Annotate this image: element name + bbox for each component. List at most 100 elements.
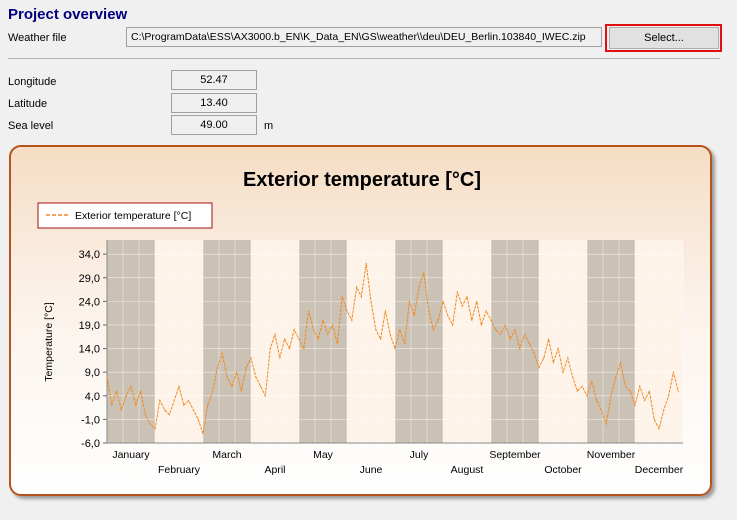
latitude-field[interactable]: 13.40 — [171, 93, 257, 113]
series-point — [144, 414, 146, 416]
series-point — [327, 333, 329, 335]
series-point — [389, 333, 391, 335]
series-point — [456, 291, 458, 293]
series-point — [442, 300, 444, 302]
series-point — [120, 409, 122, 411]
sea-level-field[interactable]: 49.00 — [171, 115, 257, 135]
series-point — [164, 409, 166, 411]
series-point — [245, 366, 247, 369]
series-point — [250, 357, 252, 359]
series-point — [509, 338, 511, 340]
series-point — [384, 310, 386, 312]
series-point — [336, 343, 338, 345]
series-point — [504, 324, 506, 326]
longitude-field[interactable]: 52.47 — [171, 70, 257, 90]
series-point — [207, 404, 209, 406]
series-point — [528, 343, 531, 345]
series-point — [538, 366, 540, 369]
series-point — [480, 324, 482, 326]
series-point — [519, 348, 521, 350]
series-point — [567, 357, 569, 359]
y-tick-label: -6,0 — [81, 438, 100, 450]
select-button[interactable]: Select... — [609, 27, 719, 49]
series-point — [581, 385, 583, 387]
sea-level-label: Sea level — [8, 120, 54, 132]
x-tick-label: July — [410, 449, 429, 461]
legend-label: Exterior temperature [°C] — [75, 210, 191, 222]
y-tick-label: 9,0 — [85, 367, 100, 379]
series-point — [346, 310, 348, 312]
series-point — [236, 371, 238, 373]
series-point — [212, 390, 214, 392]
series-point — [672, 371, 675, 373]
series-point — [610, 395, 612, 397]
series-point — [413, 314, 415, 317]
x-tick-label: November — [587, 449, 636, 461]
series-point — [562, 371, 564, 373]
series-point — [312, 329, 314, 331]
series-point — [485, 310, 487, 312]
x-tick-label: February — [158, 464, 201, 476]
chart-title: Exterior temperature [°C] — [243, 169, 481, 191]
x-tick-label: May — [313, 449, 334, 461]
longitude-label: Longitude — [8, 76, 57, 88]
series-point — [490, 319, 492, 321]
y-tick-label: 34,0 — [79, 249, 100, 261]
series-point — [183, 404, 185, 406]
x-tick-label: September — [489, 449, 541, 461]
series-point — [269, 348, 271, 350]
series-point — [264, 395, 266, 397]
month-band — [587, 240, 635, 443]
series-point — [202, 433, 204, 435]
month-band — [107, 240, 155, 443]
series-point — [677, 390, 679, 392]
series-point — [624, 385, 627, 387]
series-point — [423, 272, 425, 274]
series-point — [111, 404, 113, 406]
series-point — [188, 399, 190, 402]
series-point — [288, 348, 290, 350]
series-point — [192, 409, 194, 411]
series-point — [437, 319, 439, 321]
series-point — [116, 390, 118, 392]
series-point — [548, 338, 550, 340]
separator — [8, 58, 720, 59]
series-point — [514, 329, 516, 331]
x-tick-label: December — [635, 464, 684, 476]
x-tick-label: June — [360, 464, 383, 476]
series-point — [629, 390, 631, 392]
month-band — [203, 240, 251, 443]
series-point — [106, 376, 108, 378]
series-point — [476, 300, 478, 302]
series-point — [308, 310, 310, 312]
month-band — [299, 240, 347, 443]
series-point — [159, 399, 161, 402]
series-point — [274, 333, 276, 335]
series-point — [644, 399, 646, 402]
weather-file-path-field[interactable]: C:\ProgramData\ESS\AX3000.b_EN\K_Data_EN… — [126, 27, 602, 47]
series-point — [178, 385, 180, 387]
month-band — [395, 240, 443, 443]
series-point — [620, 362, 622, 364]
series-point — [596, 399, 598, 402]
series-point — [461, 305, 463, 307]
series-point — [317, 338, 319, 340]
series-point — [668, 395, 670, 397]
series-point — [447, 314, 449, 317]
series-point — [298, 338, 300, 340]
series-point — [658, 428, 660, 430]
series-point — [605, 423, 607, 425]
latitude-label: Latitude — [8, 98, 48, 110]
series-point — [543, 357, 545, 359]
series-point — [533, 352, 535, 354]
series-point — [130, 385, 132, 387]
series-point — [634, 404, 636, 406]
series-point — [221, 352, 223, 354]
series-point — [408, 300, 410, 302]
x-tick-label: March — [212, 449, 241, 461]
series-point — [197, 418, 199, 420]
series-point — [663, 409, 665, 411]
y-tick-label: 19,0 — [79, 320, 100, 332]
x-tick-label: April — [264, 464, 285, 476]
